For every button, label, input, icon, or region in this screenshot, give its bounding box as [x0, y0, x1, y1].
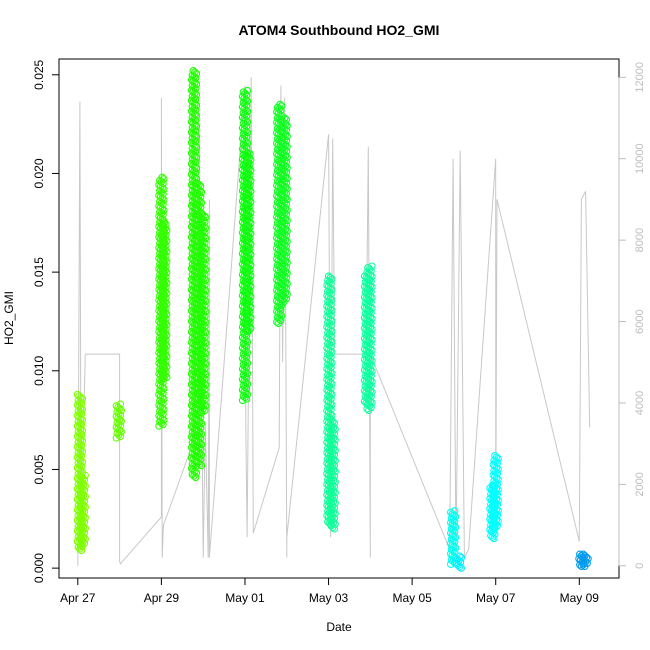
data-point: [364, 406, 373, 415]
y-tick-label: 0.020: [32, 158, 46, 188]
data-point: [197, 461, 206, 470]
y-tick-label: 0.025: [32, 59, 46, 89]
data-point: [238, 396, 247, 405]
point-cluster: [489, 451, 502, 533]
data-point: [280, 297, 288, 306]
data-point: [158, 374, 167, 383]
data-point: [76, 545, 84, 553]
point-cluster: [278, 114, 291, 306]
data-point: [577, 562, 586, 570]
x-tick-label: May 03: [309, 591, 349, 605]
data-point: [159, 420, 167, 429]
x-axis: Apr 27 Apr 29 May 01 May 03 May 05 May 07 May …: [60, 577, 600, 605]
point-cluster: [326, 416, 339, 533]
y-tick-label: 0.015: [32, 257, 46, 287]
data-point: [274, 319, 283, 328]
ho2-series: [73, 67, 592, 572]
data-point: [242, 395, 251, 403]
data-point: [330, 524, 339, 533]
data-point: [455, 562, 464, 571]
y-tick-label: 0.005: [32, 454, 46, 484]
point-cluster: [363, 262, 376, 415]
data-point: [155, 422, 163, 430]
data-point: [446, 560, 455, 568]
data-point: [77, 546, 86, 555]
point-cluster: [446, 507, 460, 568]
data-point: [76, 541, 85, 549]
data-point: [191, 473, 200, 482]
y2-tick-label: 0: [634, 563, 646, 569]
data-point: [363, 405, 371, 413]
y2-tick-label: 4000: [634, 391, 646, 415]
data-point: [579, 560, 587, 569]
x-tick-label: May 07: [476, 591, 516, 605]
data-point: [488, 533, 497, 541]
data-point: [116, 432, 125, 441]
x-tick-label: May 09: [560, 591, 600, 605]
data-point: [576, 560, 584, 569]
data-point: [199, 405, 207, 413]
point-cluster: [76, 471, 89, 551]
y-axis-label: HO2_GMI: [2, 291, 16, 345]
data-point: [78, 542, 86, 551]
data-point: [273, 318, 281, 326]
data-point: [190, 472, 198, 480]
x-tick-label: Apr 27: [60, 591, 96, 605]
point-cluster: [112, 400, 125, 442]
data-point: [328, 523, 337, 531]
plot-frame: [58, 58, 620, 579]
y2-tick-label: 8000: [634, 228, 646, 252]
x-tick-label: May 01: [225, 591, 265, 605]
y-tick-label: 0.010: [32, 355, 46, 385]
data-point: [196, 460, 204, 468]
data-point: [244, 327, 253, 336]
y2-tick-label: 12000: [634, 62, 646, 93]
chart-title: ATOM4 Southbound HO2_GMI: [239, 22, 440, 38]
point-cluster: [158, 219, 171, 383]
x-axis-label: Date: [326, 620, 352, 634]
data-point: [278, 296, 287, 304]
x-tick-label: May 05: [392, 591, 432, 605]
y-tick-label: 0.000: [32, 553, 46, 583]
data-point: [201, 406, 209, 415]
data-point: [242, 326, 251, 334]
data-point: [112, 434, 121, 442]
y2-tick-label: 10000: [634, 143, 646, 174]
data-point: [457, 564, 466, 572]
data-point: [491, 524, 499, 533]
data-point: [489, 523, 498, 531]
y-axis: 0.000 0.005 0.010 0.015 0.020 0.025: [32, 59, 60, 583]
data-point: [581, 562, 589, 570]
data-point: [490, 534, 498, 543]
data-point: [162, 373, 171, 381]
y2-tick-label: 2000: [634, 472, 646, 496]
x-tick-label: Apr 29: [144, 591, 180, 605]
point-cluster: [242, 149, 255, 336]
point-cluster: [579, 550, 592, 570]
point-cluster: [197, 209, 210, 415]
point-cluster: [452, 552, 466, 572]
y2-axis: 0 2000 4000 6000 8000 10000 12000: [618, 62, 646, 569]
y2-tick-label: 6000: [634, 309, 646, 333]
